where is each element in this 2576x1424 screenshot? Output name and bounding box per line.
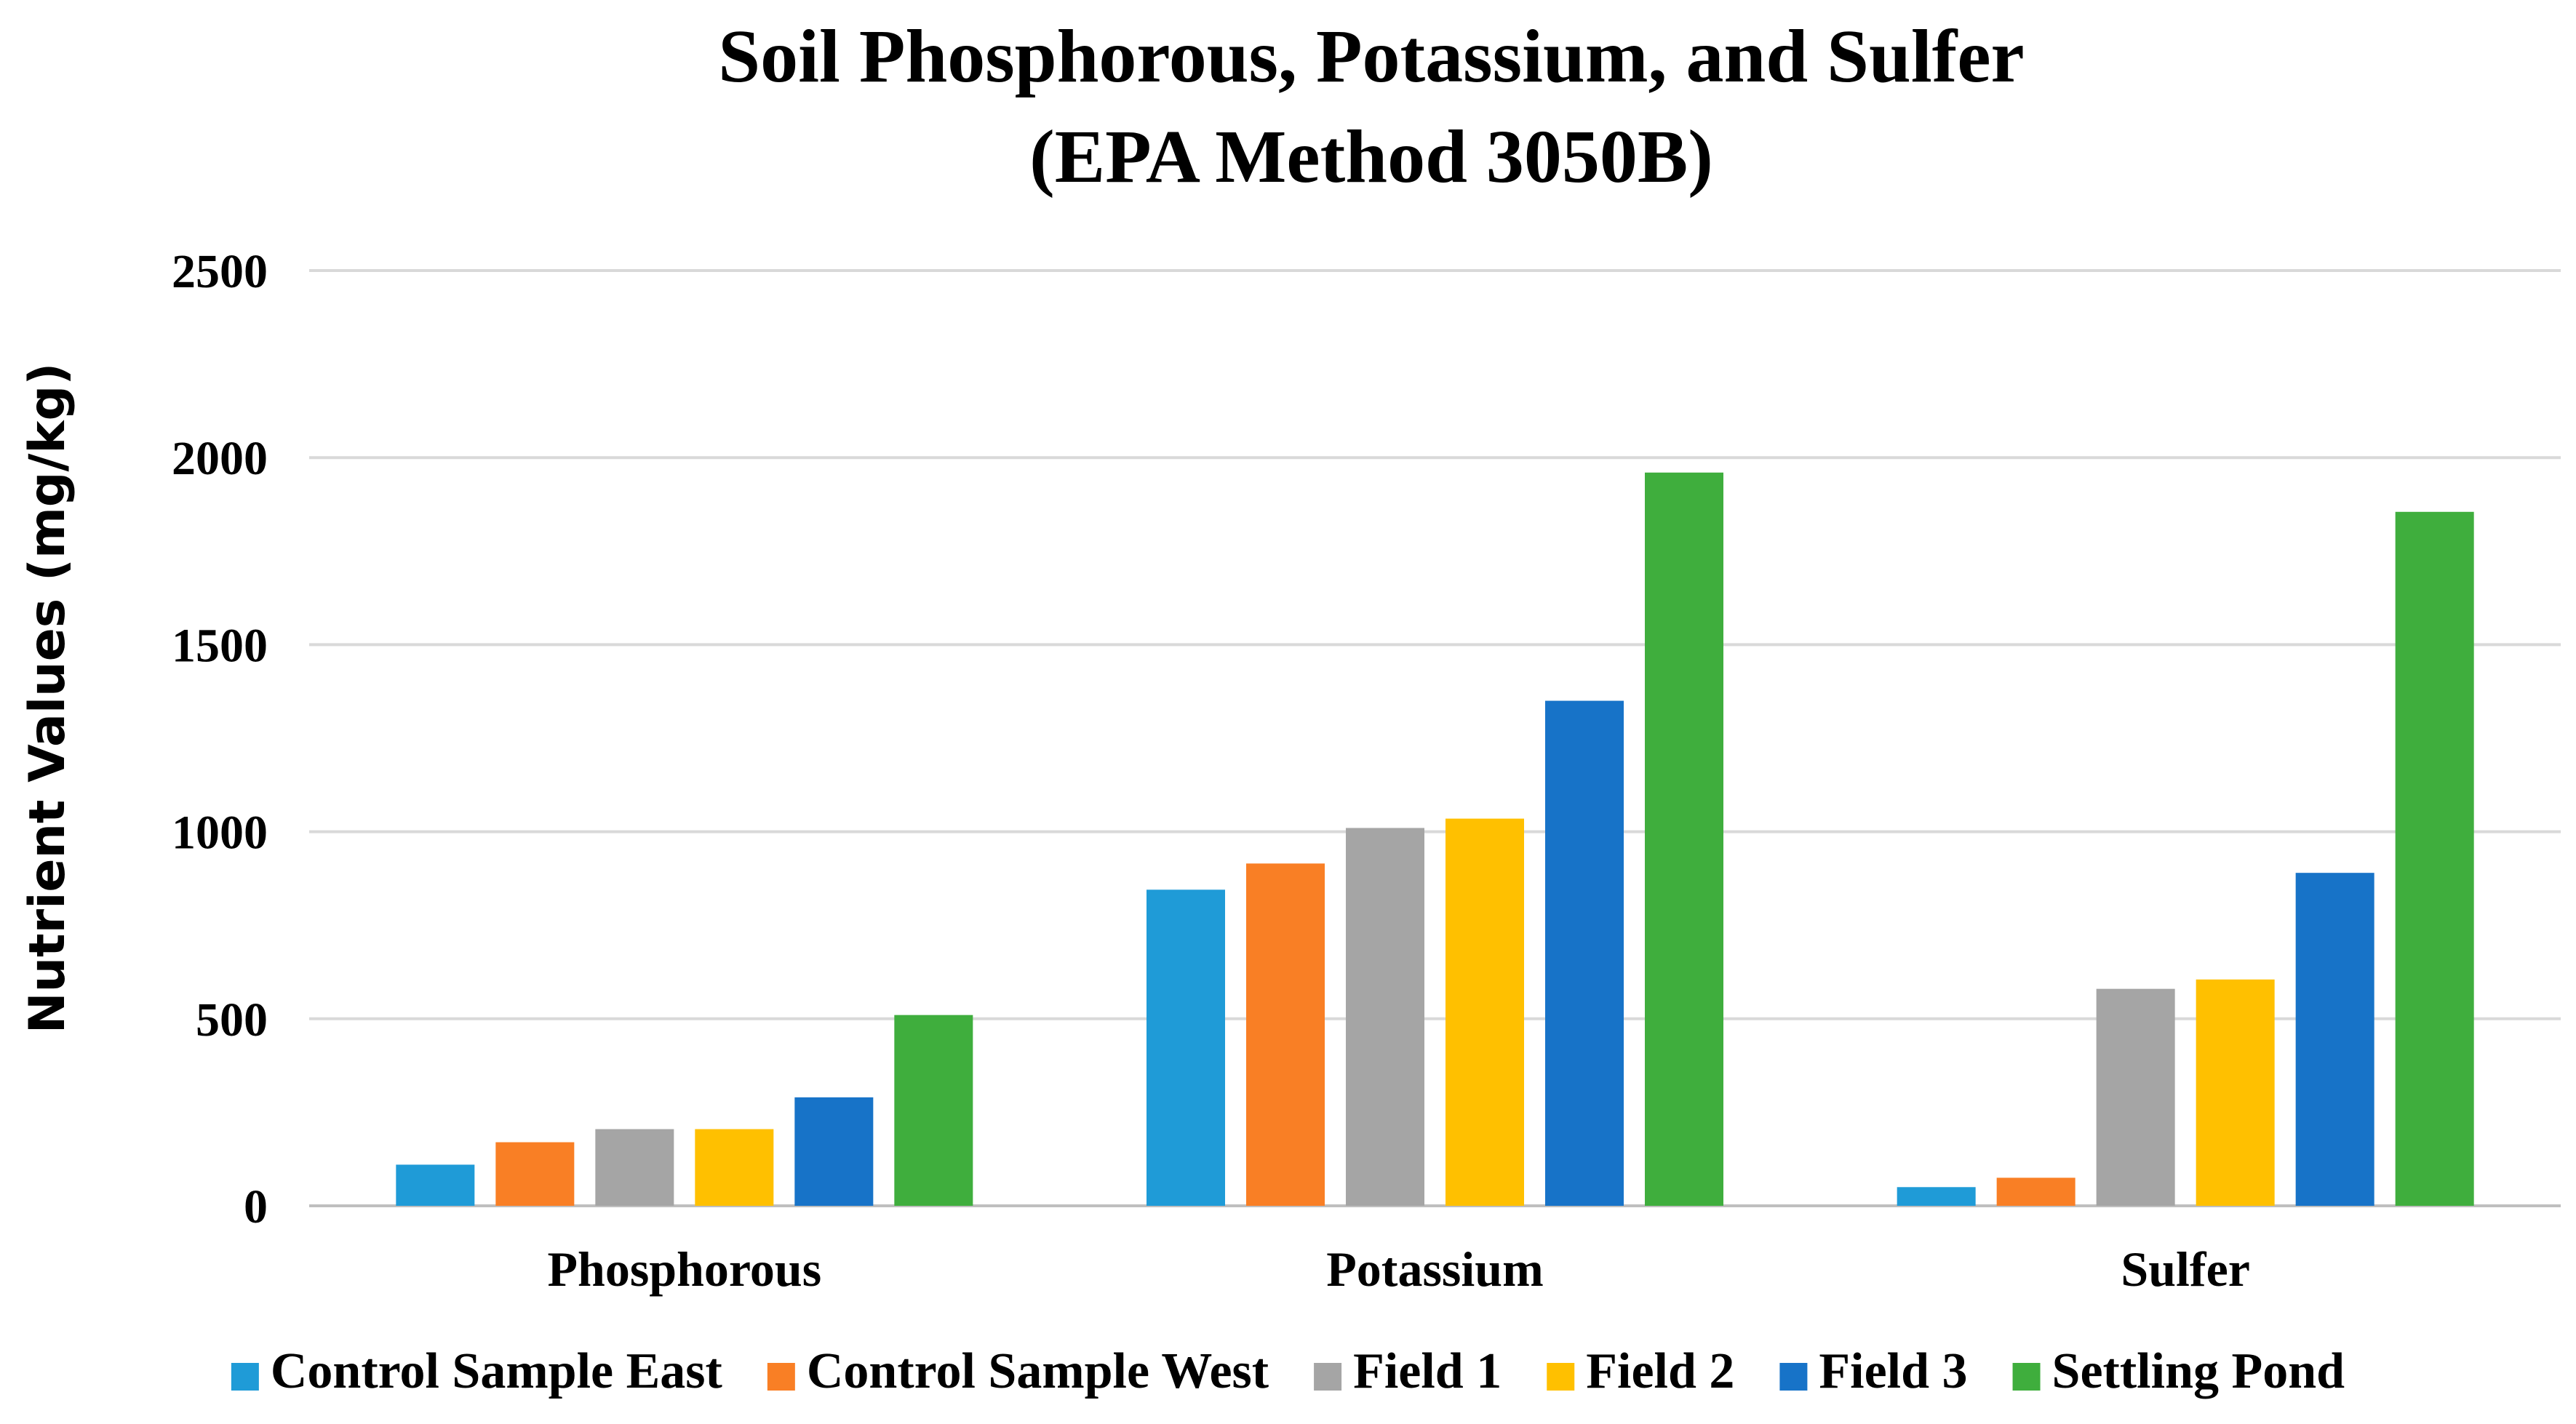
bars bbox=[396, 472, 2474, 1206]
legend-label: Settling Pond bbox=[2052, 1343, 2345, 1399]
bar bbox=[2395, 511, 2474, 1206]
bar bbox=[595, 1129, 674, 1206]
y-tick-label: 2000 bbox=[172, 432, 268, 485]
bar bbox=[695, 1129, 774, 1206]
bar bbox=[1346, 828, 1424, 1206]
chart-title-line-2: (EPA Method 3050B) bbox=[1029, 115, 1713, 199]
legend-label: Control Sample East bbox=[271, 1343, 722, 1399]
x-tick-label: Potassium bbox=[1326, 1241, 1543, 1297]
bar bbox=[1246, 863, 1325, 1206]
x-tick-label: Sulfer bbox=[2121, 1241, 2250, 1297]
x-tick-label: Phosphorous bbox=[547, 1241, 821, 1297]
bar bbox=[396, 1164, 475, 1206]
bar bbox=[2196, 979, 2275, 1206]
y-tick-label: 1500 bbox=[172, 619, 268, 672]
bar bbox=[1645, 472, 1723, 1206]
legend-swatch bbox=[2012, 1363, 2041, 1391]
legend-label: Field 3 bbox=[1819, 1343, 1967, 1399]
y-tick-labels: 0 500 1000 1500 2000 2500 bbox=[172, 245, 268, 1233]
bar bbox=[1545, 700, 1624, 1206]
gridlines bbox=[309, 269, 2561, 1207]
legend-item: Settling Pond bbox=[2012, 1343, 2345, 1399]
legend-swatch bbox=[1547, 1363, 1575, 1391]
y-tick-label: 2500 bbox=[172, 245, 268, 298]
legend-label: Field 2 bbox=[1586, 1343, 1734, 1399]
bar bbox=[495, 1142, 575, 1206]
y-tick-label: 0 bbox=[244, 1180, 268, 1233]
legend-label: Control Sample West bbox=[807, 1343, 1269, 1399]
legend-item: Control Sample East bbox=[231, 1343, 722, 1399]
legend-swatch bbox=[231, 1363, 259, 1391]
y-tick-label: 500 bbox=[196, 993, 268, 1047]
bar bbox=[894, 1015, 973, 1206]
legend-label: Field 1 bbox=[1353, 1343, 1502, 1399]
bar bbox=[794, 1097, 874, 1206]
bar bbox=[2096, 988, 2175, 1206]
bar bbox=[1996, 1177, 2075, 1206]
x-tick-labels: Phosphorous Potassium Sulfer bbox=[547, 1241, 2249, 1297]
legend-swatch bbox=[1779, 1363, 1808, 1391]
y-axis-label: Nutrient Values (mg/kg) bbox=[19, 363, 76, 1034]
legend-item: Field 1 bbox=[1314, 1343, 1502, 1399]
y-tick-label: 1000 bbox=[172, 807, 268, 860]
legend-item: Field 3 bbox=[1779, 1343, 1968, 1399]
bar bbox=[2295, 873, 2374, 1206]
bar bbox=[1445, 818, 1524, 1206]
bar bbox=[1897, 1187, 1976, 1206]
legend-swatch bbox=[1314, 1363, 1342, 1391]
legend-item: Field 2 bbox=[1547, 1343, 1734, 1399]
legend-item: Control Sample West bbox=[767, 1343, 1269, 1399]
chart-title-line-1: Soil Phosphorous, Potassium, and Sulfer bbox=[718, 15, 2024, 98]
legend: Control Sample East Control Sample West Fi… bbox=[231, 1343, 2345, 1399]
chart-title: Soil Phosphorous, Potassium, and Sulfer … bbox=[718, 15, 2024, 199]
bar bbox=[1147, 889, 1225, 1206]
legend-swatch bbox=[767, 1363, 795, 1391]
